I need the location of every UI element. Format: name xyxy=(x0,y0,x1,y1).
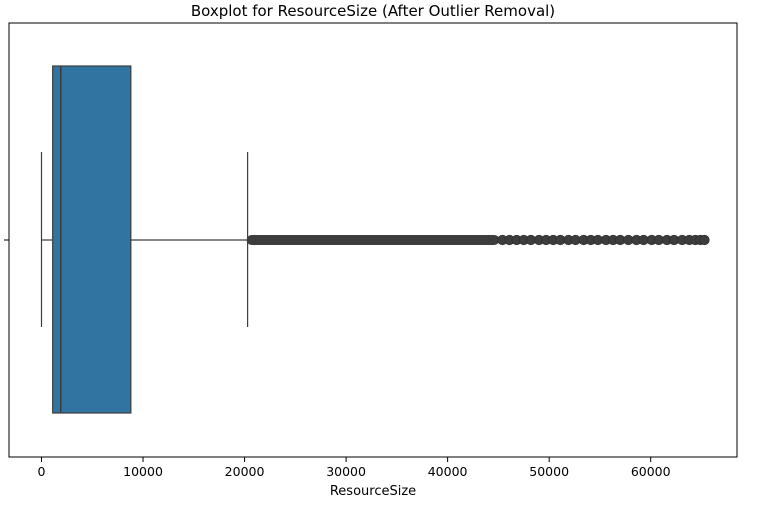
x-tick-label: 50000 xyxy=(529,464,569,479)
x-axis: 0 10000 20000 30000 40000 50000 60000 xyxy=(38,457,671,479)
x-tick-label: 20000 xyxy=(225,464,265,479)
outlier-point xyxy=(699,234,710,246)
boxplot xyxy=(40,65,249,414)
x-tick-label: 0 xyxy=(38,464,46,479)
x-axis-label: ResourceSize xyxy=(330,484,416,499)
chart-title: Boxplot for ResourceSize (After Outlier … xyxy=(191,2,555,20)
x-tick-label: 40000 xyxy=(428,464,468,479)
x-tick-label: 10000 xyxy=(123,464,163,479)
x-tick-label: 30000 xyxy=(326,464,366,479)
x-tick-label: 60000 xyxy=(631,464,671,479)
outlier-points xyxy=(246,234,710,246)
outlier-dense-band xyxy=(246,235,500,245)
iqr-box xyxy=(52,65,132,414)
